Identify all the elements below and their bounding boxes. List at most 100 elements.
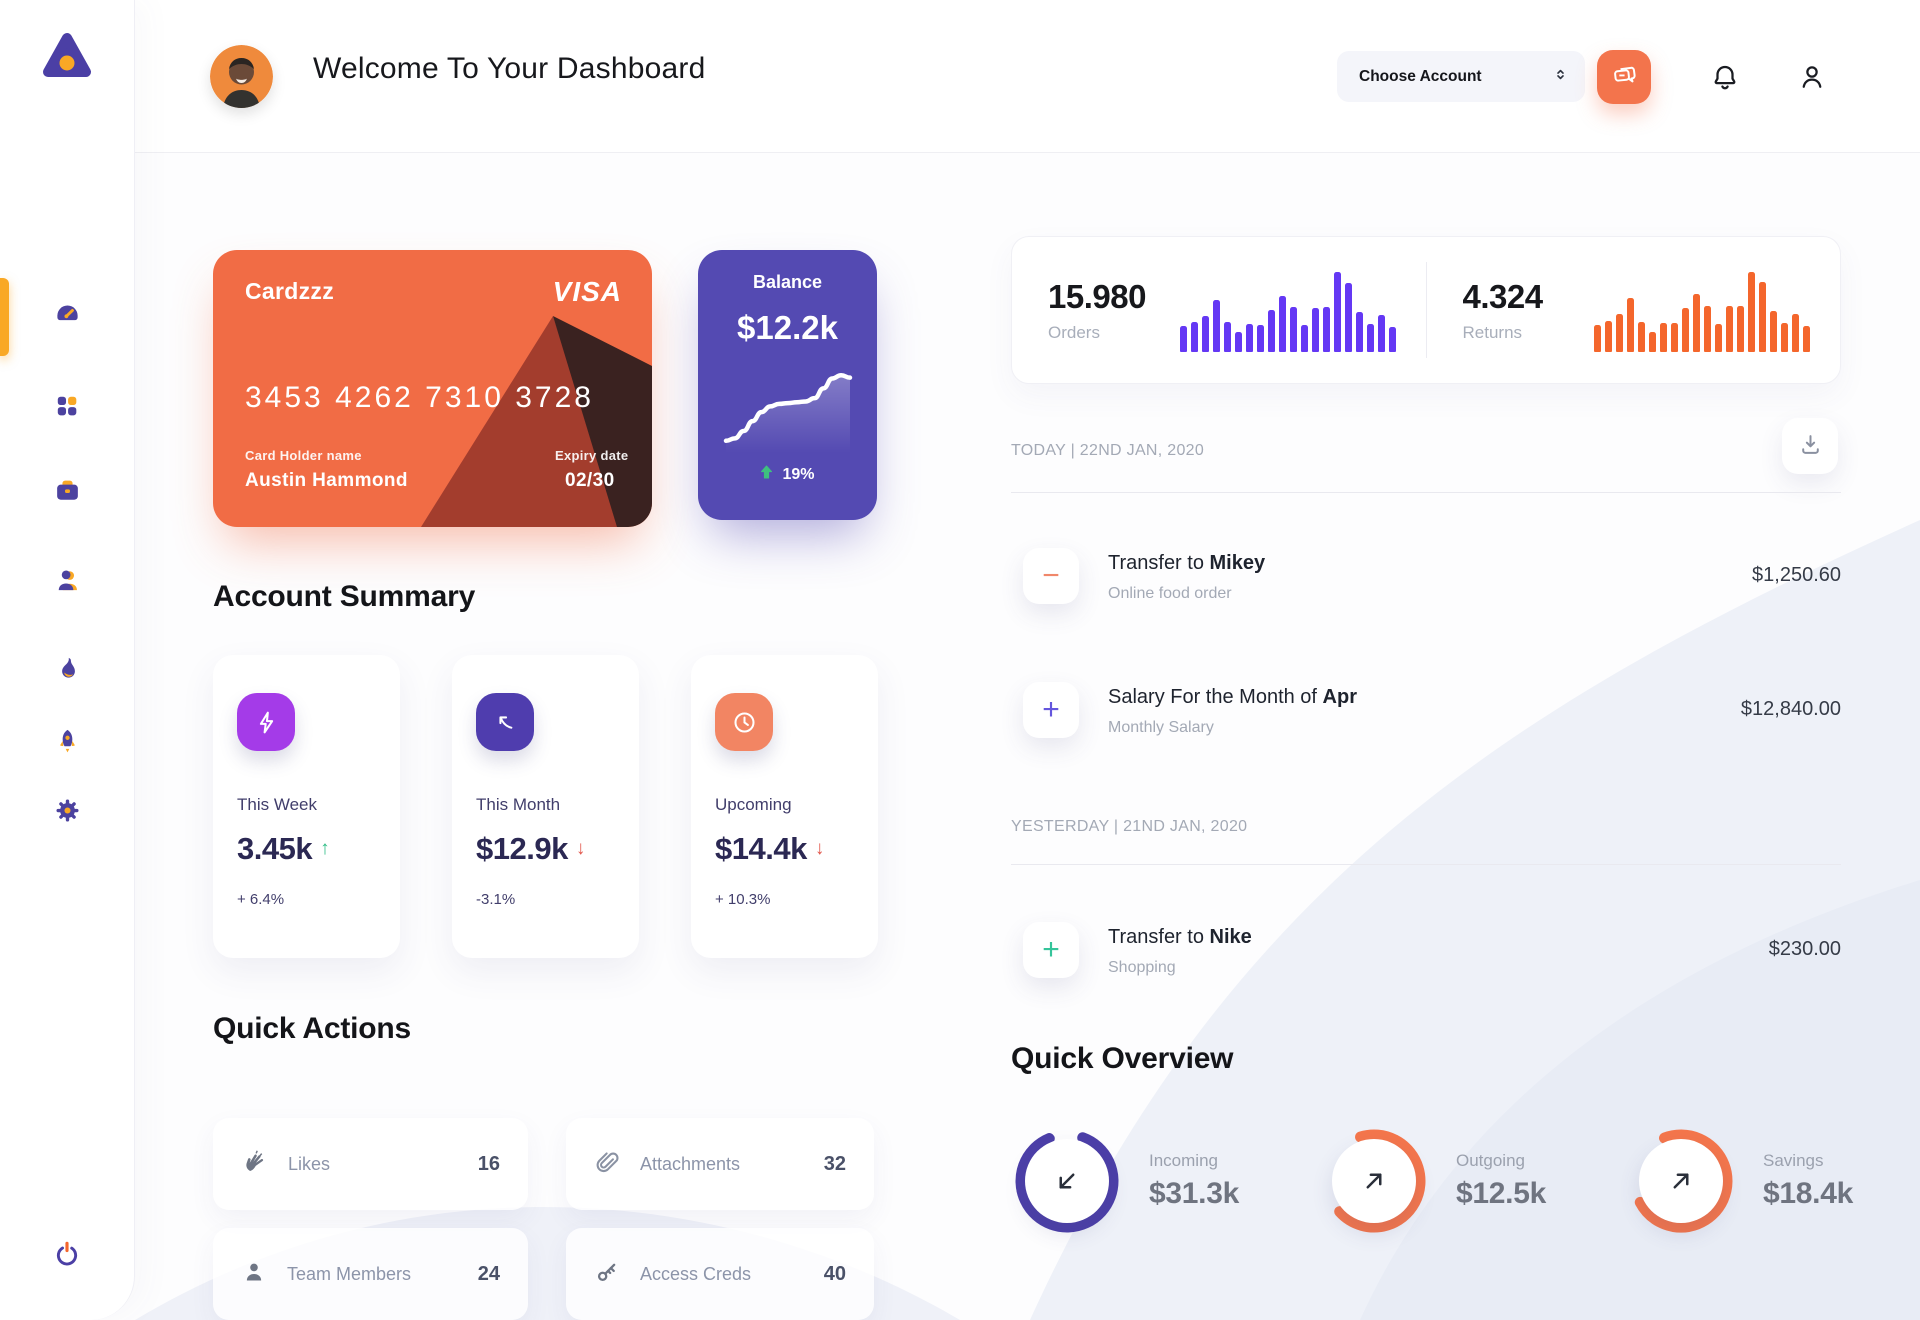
savings-donut-chart <box>1629 1129 1733 1233</box>
overview-label: Incoming <box>1149 1151 1218 1170</box>
balance-card: Balance $12.2k 19% <box>698 250 877 520</box>
overview-label: Outgoing <box>1456 1151 1525 1170</box>
sidebar-item-profile[interactable] <box>44 559 90 605</box>
user-avatar[interactable] <box>210 45 273 108</box>
bell-icon <box>1710 65 1740 95</box>
key-icon <box>594 1259 620 1290</box>
summary-change: + 6.4% <box>237 891 285 908</box>
date-label-today: TODAY | 22ND JAN, 2020 <box>1011 442 1205 459</box>
balance-sparkline <box>723 372 852 453</box>
overview-value: $31.3k <box>1149 1177 1239 1210</box>
summary-value: $14.4k <box>715 831 807 866</box>
profile-button[interactable] <box>1797 62 1827 92</box>
notifications-button[interactable] <box>1710 62 1740 92</box>
balance-label: Balance <box>752 272 823 292</box>
paperclip-icon <box>594 1149 620 1180</box>
quick-action-attachments[interactable]: Attachments 32 <box>566 1118 874 1210</box>
quick-action-label: Attachments <box>640 1153 741 1174</box>
summary-label: This Month <box>476 795 561 814</box>
sidebar-item-settings[interactable] <box>44 789 90 835</box>
download-button[interactable] <box>1782 418 1838 474</box>
expiry-date: 02/30 <box>565 470 615 491</box>
sidebar <box>0 0 135 1320</box>
transaction-row-nike[interactable]: + Transfer to Nike Shopping $230.00 <box>1011 922 1841 984</box>
quick-action-team-members[interactable]: Team Members 24 <box>213 1228 528 1320</box>
credit-card-decoration <box>421 316 652 527</box>
trend-down-arrow: ↓ <box>575 838 586 859</box>
card-name: Cardzzz <box>245 278 335 304</box>
app-logo[interactable] <box>39 30 95 82</box>
sidebar-item-boost[interactable] <box>44 719 90 765</box>
quick-actions-title: Quick Actions <box>213 1012 411 1045</box>
overview-outgoing: Outgoing $12.5k <box>1318 1125 1546 1237</box>
quick-action-likes[interactable]: Likes 16 <box>213 1118 528 1210</box>
summary-change: -3.1% <box>476 891 516 908</box>
summary-card-this-week: This Week 3.45k ↑ + 6.4% <box>213 655 400 958</box>
power-icon <box>53 1240 81 1271</box>
apps-grid-icon <box>54 393 80 422</box>
chat-button[interactable] <box>1597 50 1651 104</box>
chat-bubbles-icon <box>1610 62 1638 93</box>
chevron-up-down-icon <box>1552 66 1569 88</box>
card-holder-label: Card Holder name <box>245 448 362 463</box>
expiry-label: Expiry date <box>555 448 629 463</box>
transaction-title: Salary For the Month of Apr <box>1108 686 1357 708</box>
returns-bar-chart <box>1594 268 1810 352</box>
returns-caption: Returns <box>1462 322 1523 342</box>
arrow-up-right-icon <box>1639 1139 1723 1223</box>
summary-value: $12.9k <box>476 831 568 866</box>
transaction-row-mikey[interactable]: − Transfer to Mikey Online food order $1… <box>1011 548 1841 610</box>
clap-icon <box>241 1148 268 1180</box>
dashboard-gauge-icon <box>54 301 81 331</box>
sidebar-active-indicator <box>0 278 9 356</box>
orders-count: 15.980 <box>1048 277 1146 315</box>
outgoing-donut-chart <box>1322 1129 1426 1233</box>
balance-change: 19% <box>782 465 815 483</box>
quick-action-label: Likes <box>288 1153 331 1174</box>
summary-label: Upcoming <box>715 795 792 814</box>
user-icon <box>1797 66 1827 95</box>
card-number: 3453 4262 7310 3728 <box>245 381 594 414</box>
quick-action-value: 24 <box>477 1262 500 1285</box>
flame-icon <box>54 655 80 684</box>
quick-action-value: 32 <box>823 1152 846 1175</box>
transaction-title: Transfer to Nike <box>1108 926 1252 948</box>
summary-label: This Week <box>237 795 317 814</box>
summary-value: 3.45k <box>237 831 313 866</box>
sidebar-item-apps[interactable] <box>44 384 90 430</box>
page-title: Welcome To Your Dashboard <box>313 52 706 85</box>
balance-value: $12.2k <box>737 309 838 346</box>
sidebar-item-activity[interactable] <box>44 646 90 692</box>
overview-value: $18.4k <box>1763 1177 1853 1210</box>
arrow-up-right-icon <box>1332 1139 1416 1223</box>
sidebar-item-work[interactable] <box>44 469 90 515</box>
choose-account-dropdown[interactable]: Choose Account <box>1337 51 1585 102</box>
quick-action-access-creds[interactable]: Access Creds 40 <box>566 1228 874 1320</box>
credit-card: Cardzzz VISA 3453 4262 7310 3728 Card Ho… <box>213 250 652 527</box>
briefcase-icon <box>54 477 81 507</box>
minus-icon: − <box>1023 548 1079 604</box>
clock-icon <box>715 693 773 751</box>
divider <box>1011 492 1841 493</box>
sidebar-item-dashboard[interactable] <box>44 293 90 339</box>
transaction-subtitle: Shopping <box>1108 959 1176 976</box>
trend-up-arrow: ↑ <box>320 838 330 859</box>
overview-savings: Savings $18.4k <box>1625 1125 1853 1237</box>
stats-divider <box>1425 262 1427 358</box>
overview-label: Savings <box>1763 1151 1824 1170</box>
summary-card-this-month: This Month $12.9k ↓ -3.1% <box>452 655 639 958</box>
member-icon <box>241 1259 267 1290</box>
quick-action-value: 16 <box>477 1152 500 1175</box>
choose-account-label: Choose Account <box>1359 67 1482 85</box>
top-bar: Welcome To Your Dashboard Choose Account <box>135 0 1920 153</box>
transaction-row-salary[interactable]: + Salary For the Month of Apr Monthly Sa… <box>1011 682 1841 744</box>
account-summary-title: Account Summary <box>213 580 476 613</box>
overview-incoming: Incoming $31.3k <box>1011 1125 1239 1237</box>
incoming-donut-chart <box>1015 1129 1119 1233</box>
download-icon <box>1798 432 1823 460</box>
logout-button[interactable] <box>44 1232 90 1278</box>
visa-logo: VISA <box>552 276 622 307</box>
transaction-amount: $230.00 <box>1768 938 1841 960</box>
orders-caption: Orders <box>1048 322 1100 342</box>
trend-down-arrow: ↓ <box>814 838 825 859</box>
